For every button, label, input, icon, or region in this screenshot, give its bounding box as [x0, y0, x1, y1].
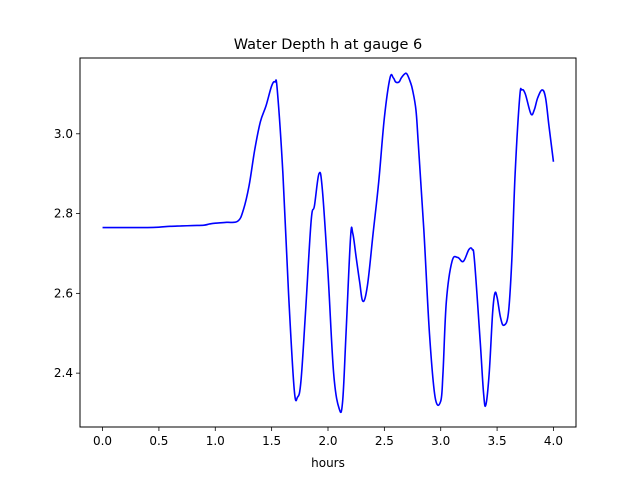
- x-tick-label: 3.0: [431, 434, 450, 448]
- series-line: [102, 72, 555, 414]
- series-layer: [102, 72, 555, 414]
- y-tick-label: 2.8: [54, 207, 73, 221]
- x-tick-label: 0.0: [93, 434, 112, 448]
- x-tick-label: 2.0: [318, 434, 337, 448]
- x-tick-label: 4.0: [544, 434, 563, 448]
- x-tick-label: 0.5: [149, 434, 168, 448]
- x-axis: 0.0 0.5 1.0 1.5 2.0 2.5 3.0 3.5 4.0: [93, 427, 563, 448]
- x-axis-label: hours: [311, 456, 345, 470]
- x-tick-label: 2.5: [375, 434, 394, 448]
- plot-area-frame: [79, 57, 577, 428]
- y-tick-label: 2.4: [54, 366, 73, 380]
- y-tick-label: 3.0: [54, 127, 73, 141]
- x-tick-label: 1.5: [262, 434, 281, 448]
- x-tick-label: 3.5: [488, 434, 507, 448]
- y-axis: 2.4 2.6 2.8 3.0: [54, 127, 80, 380]
- y-tick-label: 2.6: [54, 286, 73, 300]
- x-tick-label: 1.0: [206, 434, 225, 448]
- chart-title: Water Depth h at gauge 6: [234, 37, 422, 53]
